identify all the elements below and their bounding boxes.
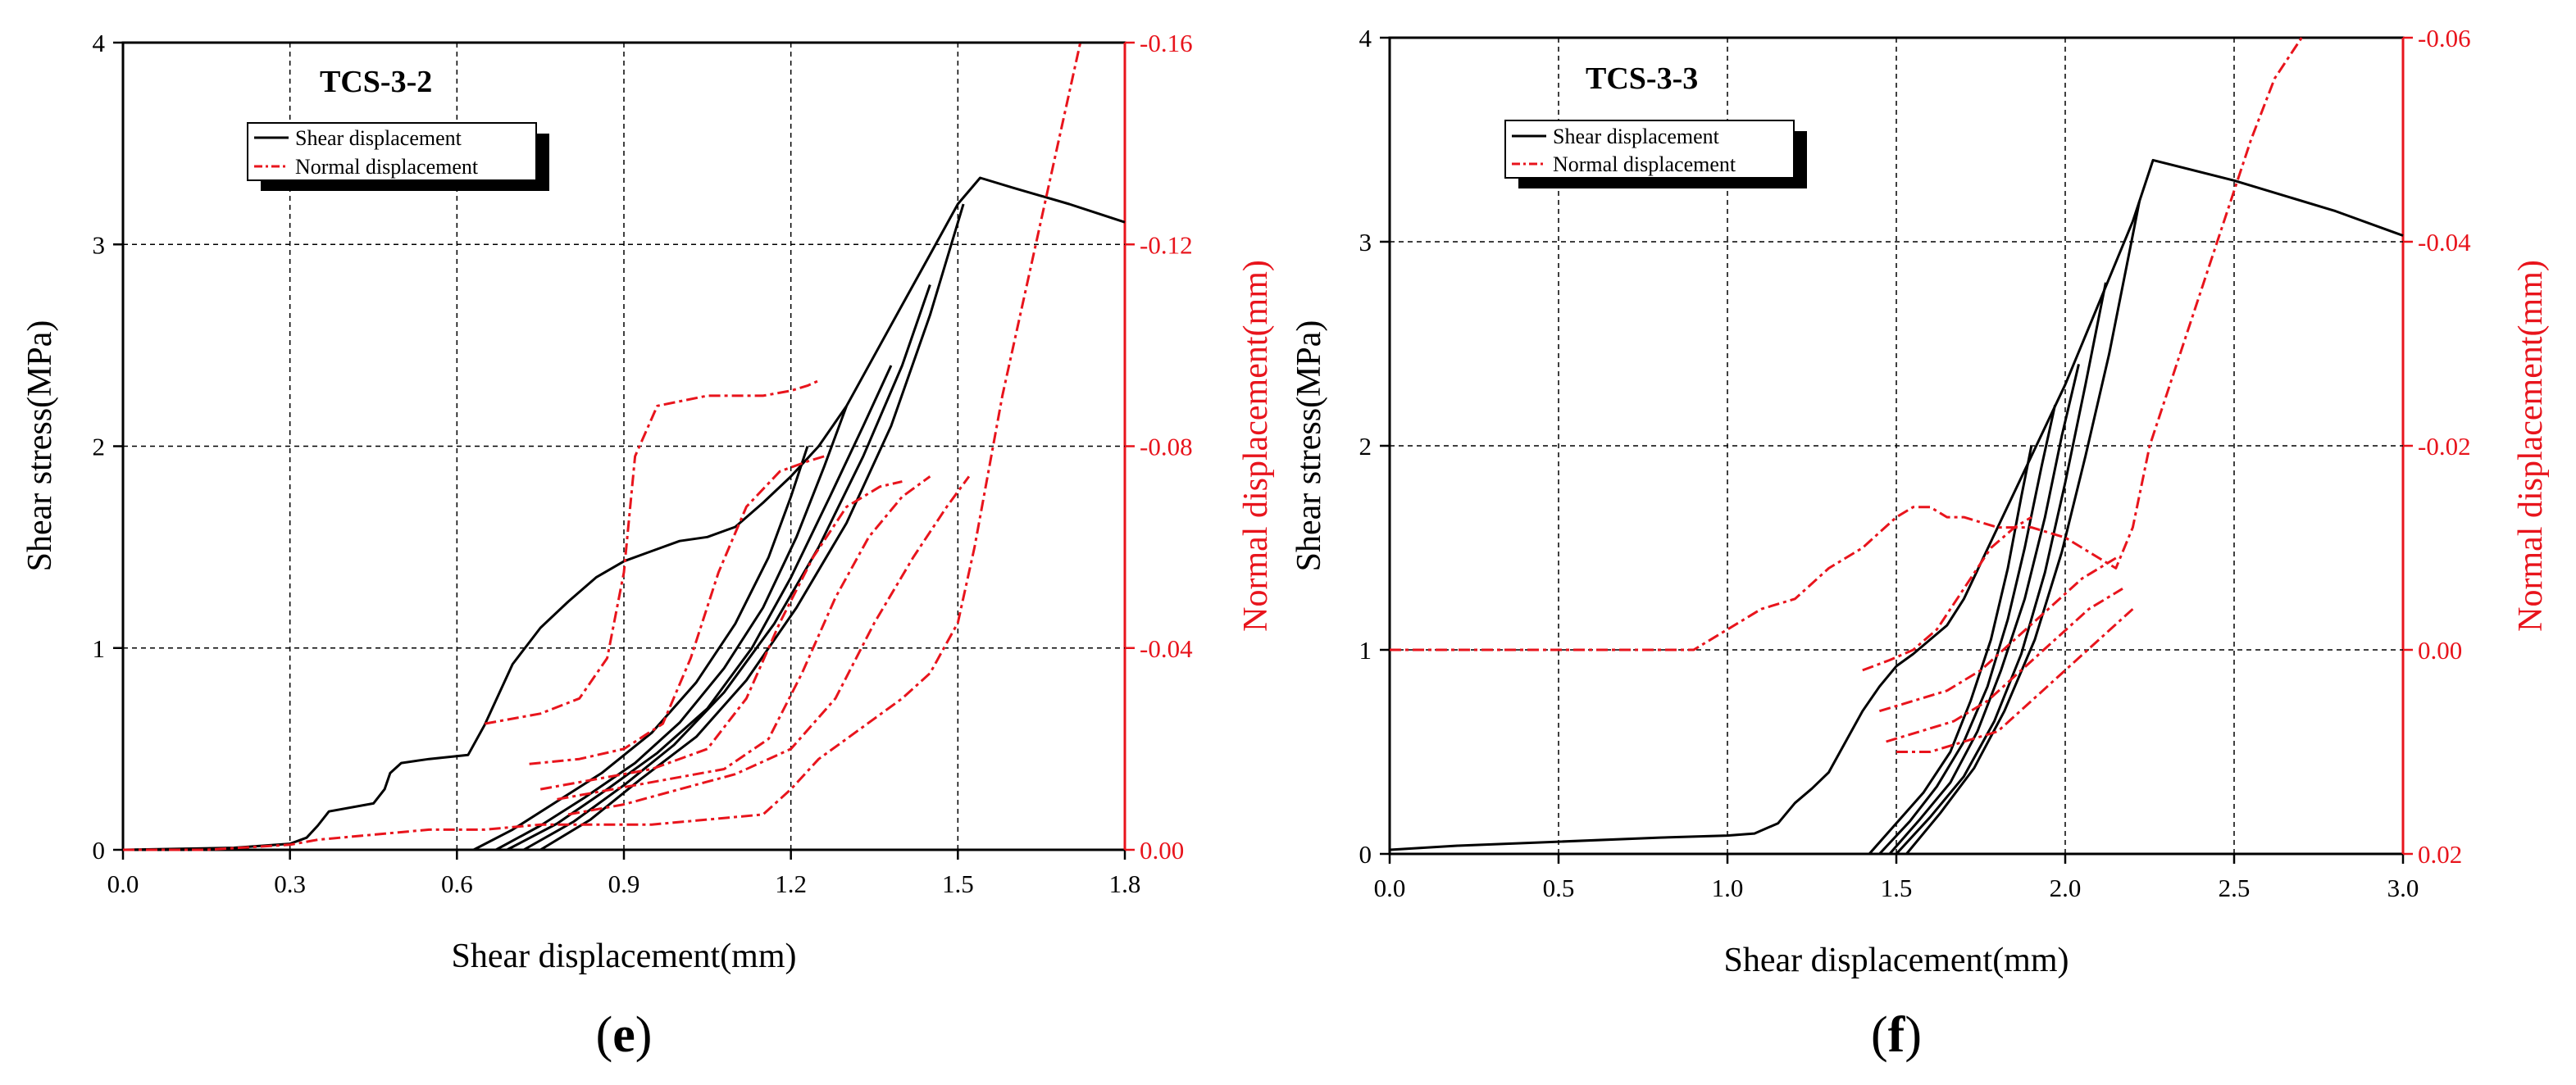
- normal-displacement-series: [485, 379, 820, 725]
- y-tick-label: 2: [93, 433, 106, 461]
- x-axis-title: Shear displacement(mm): [451, 937, 796, 975]
- x-tick-label: 1.5: [942, 869, 974, 898]
- y-tick-labels: 0 1 2 3 4: [93, 29, 106, 865]
- y-tick-label: 3: [1359, 228, 1372, 256]
- x-tick-label: 1.0: [1712, 874, 1744, 902]
- y-axis-title: Shear stress(MPa): [21, 320, 59, 572]
- x-tick-label: 0.0: [1374, 874, 1406, 902]
- subfigure-letter: e: [612, 1007, 635, 1063]
- shear-displacement-series: [1868, 445, 2033, 855]
- legend-box: [1504, 120, 1795, 179]
- legend-label-shear: Shear displacement: [1553, 125, 1720, 148]
- y-tick-label: 2: [1359, 432, 1372, 461]
- x-tick-label: 0.0: [107, 869, 139, 898]
- subfigure-letter: f: [1888, 1007, 1906, 1063]
- x-tick-label: 3.0: [2387, 874, 2419, 902]
- legend-label-shear: Shear displacement: [295, 126, 462, 150]
- shear-displacement-series: [523, 284, 931, 851]
- y-tick-label: 1: [93, 634, 106, 663]
- normal-displacement-series: [1886, 588, 2123, 743]
- x-tick-label: 2.5: [2219, 874, 2251, 902]
- y2-tick-label: 0.00: [1140, 836, 1184, 865]
- shear-displacement-series: [122, 176, 1126, 851]
- series-group: [122, 42, 1126, 851]
- tick-marks: [1380, 36, 2413, 864]
- y2-tick-label: 0.00: [2418, 636, 2462, 665]
- y-tick-label: 4: [93, 29, 106, 57]
- x-axis-title: Shear displacement(mm): [1723, 942, 2069, 979]
- y2-tick-label: -0.06: [2418, 24, 2471, 52]
- normal-displacement-series: [1862, 515, 2032, 672]
- shear-displacement-series: [1888, 364, 2080, 855]
- x-tick-label: 0.6: [441, 869, 473, 898]
- shear-displacement-series: [495, 405, 849, 851]
- y2-tick-labels: 0.02 0.00 -0.02 -0.04 -0.06: [2418, 24, 2471, 869]
- grid: [123, 43, 1125, 850]
- subfigure-label: (e): [596, 1007, 653, 1063]
- y2-tick-label: -0.04: [1140, 634, 1193, 663]
- x-tick-label: 1.2: [775, 869, 807, 898]
- normal-displacement-series: [567, 475, 971, 816]
- x-tick-label: 1.5: [1881, 874, 1913, 902]
- chart-panel-f: 0.0 0.5 1.0 1.5 2.0 2.5 3.0 0 1 2 3 4 0.02 0.00 -0.0…: [1290, 24, 2550, 1063]
- y2-tick-labels: 0.00 -0.04 -0.08 -0.12 -0.16: [1140, 29, 1193, 865]
- chart-panel-e: 0.0 0.3 0.6 0.9 1.2 1.5 1.8 0 1 2 3 4 0.00 -0.04 -0.…: [21, 29, 1275, 1063]
- x-tick-label: 2.0: [2050, 874, 2082, 902]
- x-tick-label: 0.9: [608, 869, 640, 898]
- shear-displacement-series: [1905, 200, 2141, 855]
- normal-displacement-series: [557, 475, 931, 801]
- shear-displacement-series: [473, 446, 809, 851]
- x-tick-labels: 0.0 0.5 1.0 1.5 2.0 2.5 3.0: [1374, 874, 2419, 902]
- y2-axis-title: Normal displacement(mm): [1237, 260, 1275, 632]
- y-tick-label: 1: [1359, 636, 1372, 665]
- y2-axis-title: Normal displacement(mm): [2512, 260, 2550, 632]
- x-tick-label: 0.3: [274, 869, 306, 898]
- y2-tick-label: 0.02: [2418, 840, 2462, 869]
- x-tick-label: 0.5: [1543, 874, 1575, 902]
- y-tick-label: 3: [93, 230, 106, 259]
- chart-title: TCS-3-2: [320, 65, 432, 99]
- shear-displacement-series: [1389, 158, 2404, 851]
- tick-marks: [113, 41, 1135, 860]
- normal-displacement-series: [123, 42, 1082, 851]
- series-group: [1389, 37, 2404, 856]
- y2-tick-label: -0.08: [1140, 433, 1193, 461]
- x-tick-labels: 0.0 0.3 0.6 0.9 1.2 1.5 1.8: [107, 869, 1141, 898]
- y-axis-title: Shear stress(MPa): [1290, 320, 1328, 572]
- y-tick-labels: 0 1 2 3 4: [1359, 24, 1372, 869]
- shear-displacement-series: [539, 203, 965, 851]
- y2-tick-label: -0.16: [1140, 29, 1193, 57]
- normal-displacement-series: [1896, 608, 2134, 753]
- grid: [1390, 38, 2403, 854]
- normal-displacement-series: [1390, 37, 2303, 651]
- shear-displacement-series: [1878, 404, 2057, 856]
- chart-title: TCS-3-3: [1586, 61, 1698, 96]
- y-tick-label: 0: [1359, 840, 1372, 869]
- legend: Shear displacement Normal displacement: [1504, 120, 1807, 188]
- x-tick-label: 1.8: [1109, 869, 1141, 898]
- normal-displacement-series: [1878, 556, 2117, 713]
- legend: Shear displacement Normal displacement: [247, 122, 549, 191]
- shear-displacement-series: [1895, 282, 2107, 856]
- y-tick-label: 4: [1359, 24, 1372, 52]
- subfigure-label: (f): [1871, 1007, 1922, 1063]
- legend-label-normal: Normal displacement: [295, 155, 479, 179]
- legend-label-normal: Normal displacement: [1553, 152, 1736, 176]
- legend-box: [247, 122, 537, 181]
- y2-tick-label: -0.04: [2418, 228, 2471, 256]
- y2-tick-label: -0.12: [1140, 230, 1193, 259]
- y-tick-label: 0: [93, 836, 106, 865]
- y2-tick-label: -0.02: [2418, 432, 2471, 461]
- normal-displacement-series: [539, 480, 903, 791]
- shear-displacement-series: [506, 365, 893, 851]
- normal-displacement-series: [529, 455, 825, 765]
